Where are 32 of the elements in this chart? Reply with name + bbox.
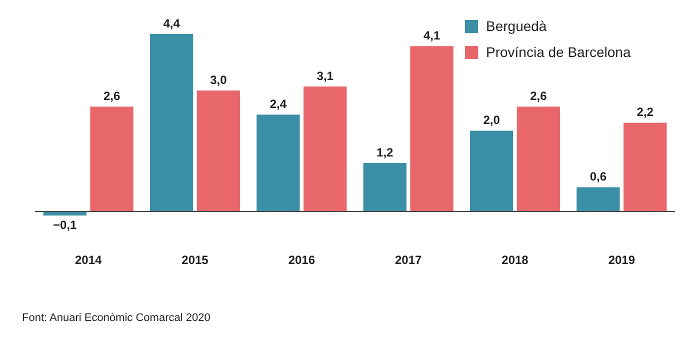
data-label: 2,6 xyxy=(103,88,120,103)
data-label: 2,4 xyxy=(270,96,287,111)
bar xyxy=(363,163,406,212)
data-label: 3,1 xyxy=(316,68,334,83)
bar xyxy=(196,90,240,212)
data-label: 2,2 xyxy=(636,105,654,120)
data-label: 2,0 xyxy=(483,113,500,128)
x-tick-label: 2015 xyxy=(182,253,209,268)
bar xyxy=(90,106,134,212)
bar xyxy=(470,130,514,212)
data-label: 4,1 xyxy=(423,28,440,42)
legend-label: Província de Barcelona xyxy=(486,44,631,60)
bar xyxy=(410,46,454,212)
data-label: −0,1 xyxy=(53,218,78,232)
bar xyxy=(516,106,560,212)
x-tick-label: 2016 xyxy=(288,253,316,268)
data-label: 1,2 xyxy=(376,145,394,160)
x-tick-label: 2017 xyxy=(394,253,422,268)
x-tick-label: 2019 xyxy=(608,253,636,268)
bar xyxy=(624,122,667,212)
text: Font: Anuari Econòmic Comarcal 2020 xyxy=(22,312,210,324)
data-label: 3,0 xyxy=(210,72,228,87)
data-label: 0,6 xyxy=(590,170,607,184)
x-tick-label: 2014 xyxy=(74,253,102,268)
data-label: 2,6 xyxy=(530,88,548,103)
bar xyxy=(256,114,300,212)
bar xyxy=(150,34,194,212)
bar xyxy=(576,187,620,212)
bar xyxy=(304,86,347,212)
data-label: 4,4 xyxy=(163,16,180,30)
legend-label: Berguedà xyxy=(486,18,547,34)
x-tick-label: 2018 xyxy=(502,253,529,268)
